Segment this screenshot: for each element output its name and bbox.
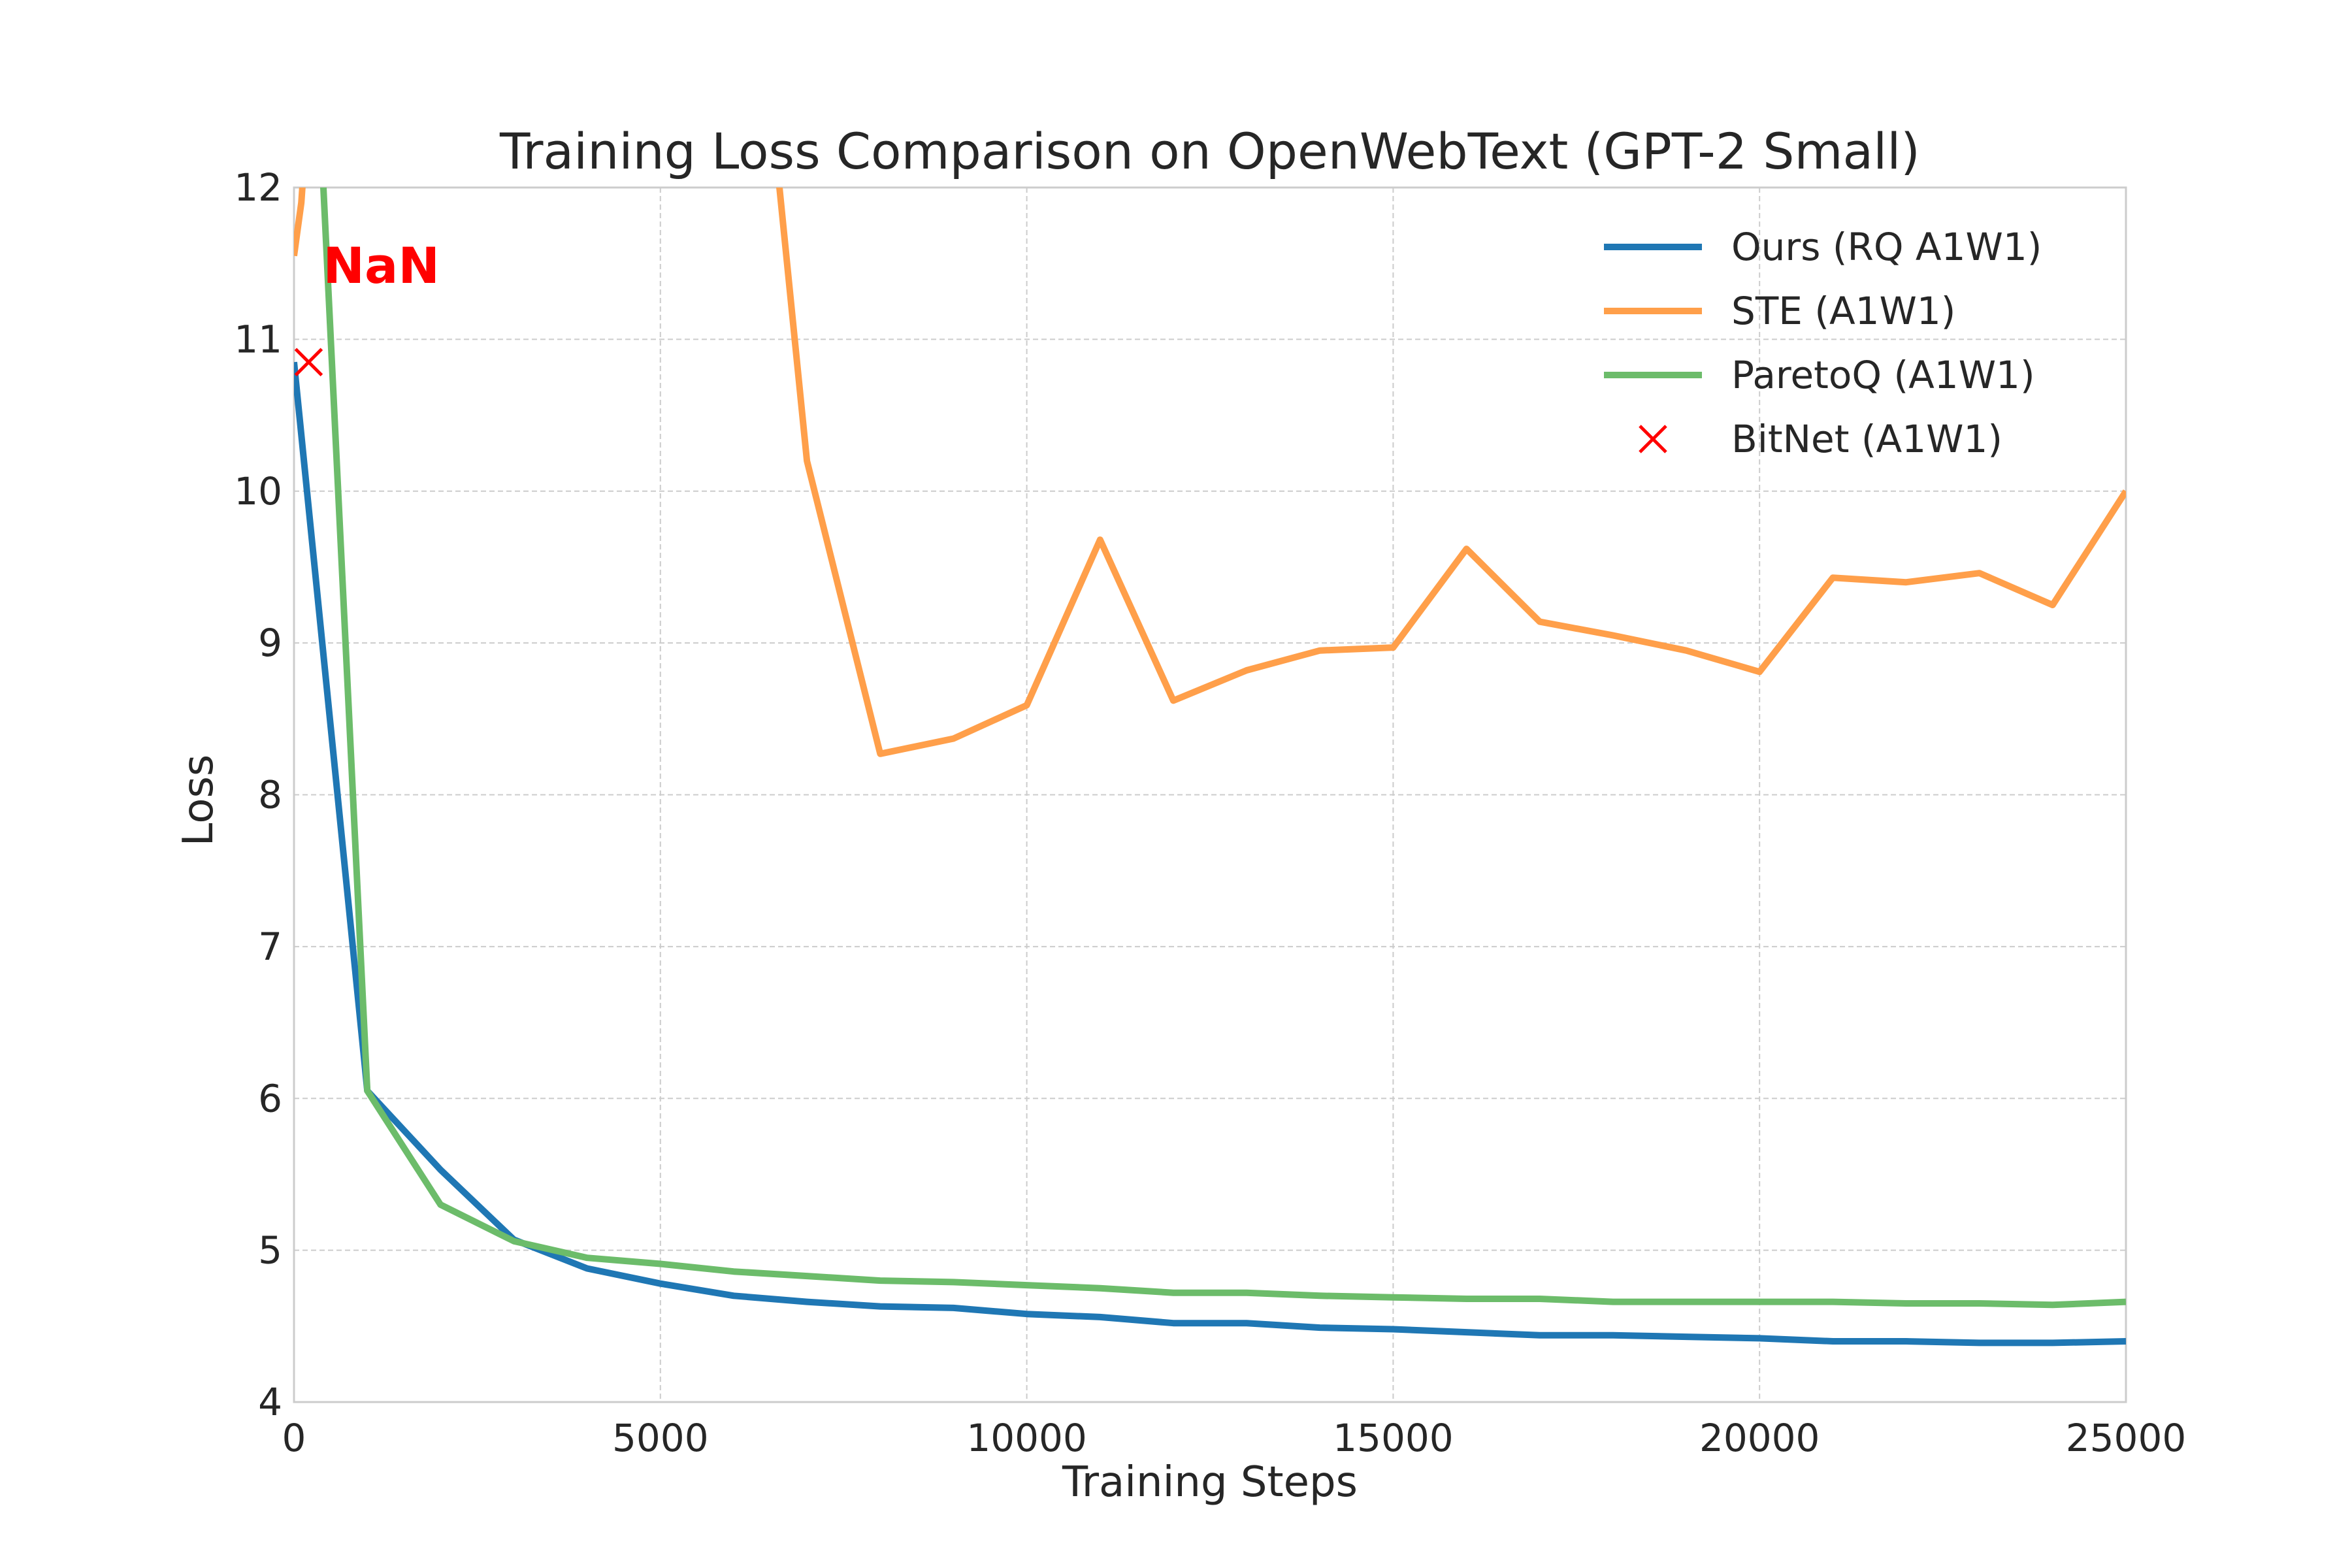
legend-label: BitNet (A1W1): [1731, 417, 2002, 461]
bitnet-a1w1-marker: [294, 348, 323, 376]
legend-item: Ours (RQ A1W1): [1604, 225, 2042, 269]
series-layer: [294, 188, 2126, 1347]
legend-item: STE (A1W1): [1604, 289, 1955, 333]
nan-annotation: NaN: [323, 237, 440, 295]
y-tick-label: 5: [258, 1228, 282, 1273]
y-tick-label: 9: [258, 621, 282, 665]
plot-frame: [293, 186, 2127, 1403]
x-tick-label: 15000: [1333, 1416, 1454, 1460]
y-axis-label: Loss: [174, 755, 223, 846]
y-tick-label: 7: [258, 924, 282, 969]
x-tick-label: 10000: [966, 1416, 1087, 1460]
y-tick-label: 11: [234, 317, 282, 361]
y-tick-label: 4: [258, 1380, 282, 1424]
legend-item: ParetoQ (A1W1): [1604, 353, 2035, 397]
ste-a1w1-line: [294, 188, 2126, 757]
legend-item: BitNet (A1W1): [1639, 417, 2002, 461]
legend-label: Ours (RQ A1W1): [1731, 225, 2042, 269]
legend-label: STE (A1W1): [1731, 289, 1955, 333]
chart-title: Training Loss Comparison on OpenWebText …: [499, 122, 1920, 180]
legend: Ours (RQ A1W1) STE (A1W1) ParetoQ (A1W1) Bi…: [1604, 225, 2042, 461]
y-tick-label: 12: [234, 165, 282, 210]
marker-layer: [294, 348, 323, 376]
ticks: 0 5000 10000 15000 20000 25000 4 5 6 7 8 9 10 11 12: [234, 165, 2186, 1460]
x-tick-label: 25000: [2066, 1416, 2187, 1460]
legend-swatch-marker: [1639, 425, 1667, 453]
x-tick-label: 5000: [612, 1416, 709, 1460]
y-tick-label: 6: [258, 1076, 282, 1120]
y-tick-label: 10: [234, 469, 282, 514]
ours-rq-a1w1-line: [294, 361, 2126, 1347]
y-tick-label: 8: [258, 773, 282, 817]
paretoq-a1w1-line: [319, 188, 2126, 1309]
x-axis-label: Training Steps: [1062, 1458, 1358, 1507]
x-tick-label: 0: [282, 1416, 306, 1460]
legend-label: ParetoQ (A1W1): [1731, 353, 2035, 397]
x-tick-label: 20000: [1699, 1416, 1820, 1460]
